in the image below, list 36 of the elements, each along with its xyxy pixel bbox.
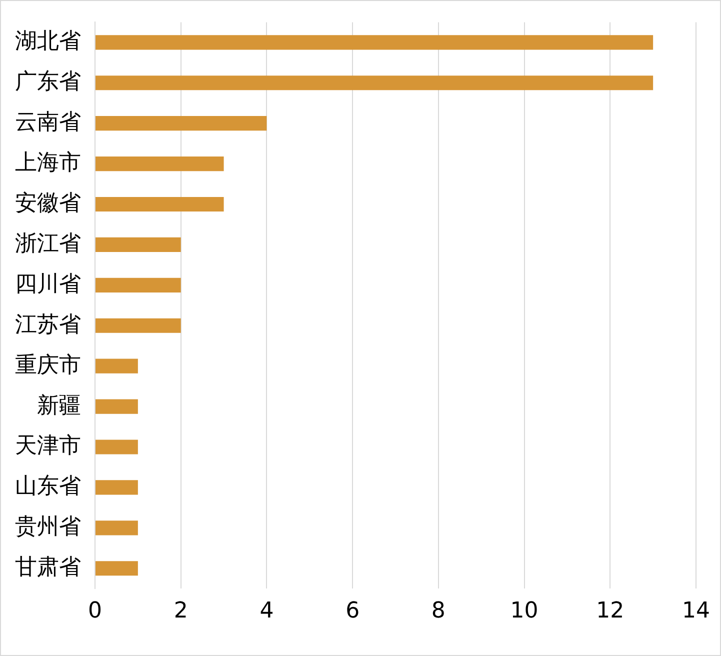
x-tick-label: 0 <box>88 598 102 624</box>
bar <box>96 358 138 374</box>
x-tick-label: 6 <box>346 598 360 624</box>
bar <box>96 480 138 495</box>
bar <box>96 196 224 212</box>
x-tick-label: 10 <box>510 598 538 624</box>
y-tick-label: 安徽省 <box>15 190 81 216</box>
y-tick-label: 云南省 <box>15 110 81 136</box>
bar <box>96 399 138 414</box>
y-tick-label: 贵州省 <box>15 514 81 540</box>
x-tick-label: 14 <box>682 598 710 624</box>
y-tick-label: 天津市 <box>15 434 81 459</box>
y-tick-label: 江苏省 <box>15 312 81 338</box>
bar <box>96 278 181 292</box>
y-tick-label: 湖北省 <box>15 29 81 54</box>
bar <box>96 561 138 576</box>
bar <box>96 116 267 131</box>
y-tick-label: 甘肃省 <box>15 555 81 580</box>
bar <box>96 237 181 252</box>
bar <box>96 440 138 454</box>
bar <box>96 35 654 50</box>
y-tick-label: 广东省 <box>15 70 81 95</box>
x-tick-label: 2 <box>174 598 188 624</box>
x-tick-label: 8 <box>431 598 446 624</box>
x-tick-label: 4 <box>260 598 274 624</box>
y-tick-label: 重庆市 <box>15 352 81 378</box>
bar <box>96 76 654 90</box>
y-tick-label: 四川省 <box>15 272 81 297</box>
y-tick-label: 上海市 <box>15 150 81 176</box>
bar <box>96 520 138 536</box>
y-tick-label: 新疆 <box>37 393 81 418</box>
y-tick-label: 浙江省 <box>15 231 81 256</box>
y-tick-label: 山东省 <box>15 474 81 500</box>
bar <box>96 156 224 172</box>
x-tick-label: 12 <box>596 598 624 624</box>
bar <box>96 318 181 333</box>
